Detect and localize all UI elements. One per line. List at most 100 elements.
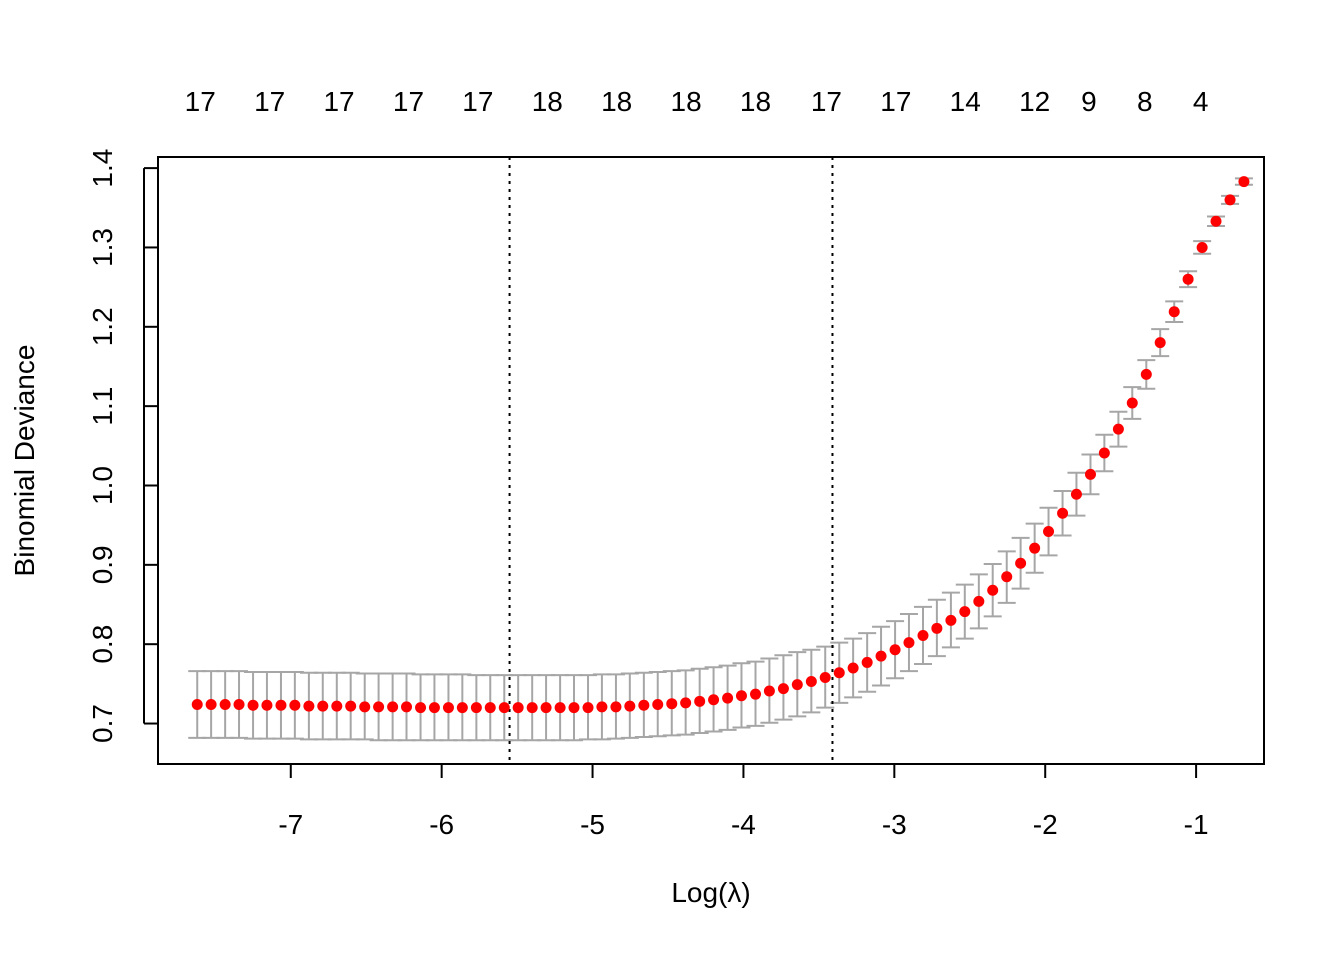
data-point	[205, 698, 217, 710]
y-tick-label: 1.4	[87, 149, 118, 188]
data-point	[680, 697, 692, 709]
top-axis: 17 17 17 17 17 18 18 18 18 17 17 14 12 9 8 4	[185, 86, 1209, 117]
top-axis-label: 17	[811, 86, 842, 117]
top-axis-label: 18	[671, 86, 702, 117]
data-point	[694, 695, 706, 707]
data-point	[1196, 241, 1208, 253]
data-point	[498, 702, 510, 714]
top-axis-label: 18	[740, 86, 771, 117]
y-tick-label: 0.8	[87, 625, 118, 664]
data-point	[805, 675, 817, 687]
data-point	[1210, 215, 1222, 227]
y-tick-label: 1.1	[87, 387, 118, 426]
data-point	[484, 702, 496, 714]
data-point	[624, 700, 636, 712]
data-point	[261, 699, 273, 711]
data-point	[1029, 542, 1041, 554]
data-point	[1112, 423, 1124, 435]
data-point	[722, 692, 734, 704]
data-point	[387, 701, 399, 713]
x-tick-label: -4	[731, 809, 756, 840]
data-point	[1001, 571, 1013, 583]
data-point	[1140, 368, 1152, 380]
top-axis-label: 17	[393, 86, 424, 117]
top-axis-label: 17	[185, 86, 216, 117]
data-point	[610, 701, 622, 713]
data-point	[889, 644, 901, 656]
data-point	[1057, 507, 1069, 519]
x-tick-label: -2	[1033, 809, 1058, 840]
top-axis-label: 17	[323, 86, 354, 117]
data-point	[1238, 176, 1250, 188]
data-point	[945, 614, 957, 626]
data-point	[959, 606, 971, 618]
data-point	[512, 702, 524, 714]
x-axis: -7 -6 -5 -4 -3 -2 -1	[278, 764, 1209, 840]
y-tick-label: 1.0	[87, 466, 118, 505]
data-point	[652, 698, 664, 710]
y-tick-label: 0.9	[87, 545, 118, 584]
x-tick-label: -3	[882, 809, 907, 840]
data-point	[791, 679, 803, 691]
top-axis-label: 4	[1193, 86, 1209, 117]
data-point	[456, 702, 468, 714]
data-point	[750, 688, 762, 700]
data-point	[638, 699, 650, 711]
data-point	[596, 701, 608, 713]
data-point	[847, 662, 859, 674]
data-point	[777, 683, 789, 695]
top-axis-label: 18	[532, 86, 563, 117]
data-point	[708, 694, 720, 706]
data-point	[415, 702, 427, 714]
data-point	[401, 701, 413, 713]
data-point	[191, 698, 203, 710]
data-point	[275, 699, 287, 711]
data-point	[763, 685, 775, 697]
y-axis: 0.7 0.8 0.9 1.0 1.1 1.2 1.3 1.4	[87, 149, 158, 743]
data-point	[554, 702, 566, 714]
data-point	[833, 667, 845, 679]
top-axis-label: 17	[880, 86, 911, 117]
data-point	[666, 698, 678, 710]
y-axis-title: Binomial Deviance	[9, 345, 40, 577]
errorbar-layer	[188, 177, 1253, 742]
data-point	[233, 698, 245, 710]
data-point	[442, 702, 454, 714]
top-axis-label: 18	[601, 86, 632, 117]
data-point	[373, 701, 385, 713]
data-point	[1015, 557, 1027, 569]
y-tick-label: 1.3	[87, 228, 118, 267]
top-axis-label: 14	[950, 86, 981, 117]
x-tick-label: -1	[1184, 809, 1209, 840]
x-tick-label: -6	[429, 809, 454, 840]
data-point	[1084, 468, 1096, 480]
data-point	[470, 702, 482, 714]
data-point	[540, 702, 552, 714]
x-tick-label: -5	[580, 809, 605, 840]
data-point	[526, 702, 538, 714]
x-axis-title: Log(λ)	[671, 877, 750, 908]
data-point	[289, 699, 301, 711]
data-point	[219, 698, 231, 710]
data-point	[428, 702, 440, 714]
data-point	[582, 702, 594, 714]
data-point	[735, 690, 747, 702]
data-point	[1098, 447, 1110, 459]
y-tick-label: 1.2	[87, 307, 118, 346]
data-point	[359, 701, 371, 713]
data-point	[345, 700, 357, 712]
data-point	[568, 702, 580, 714]
data-point	[819, 672, 831, 684]
plot-frame	[157, 156, 1265, 765]
data-point	[987, 584, 999, 596]
top-axis-label: 12	[1019, 86, 1050, 117]
data-point	[303, 700, 315, 712]
data-point	[1224, 194, 1236, 206]
x-tick-label: -7	[278, 809, 303, 840]
data-point	[1126, 397, 1138, 409]
y-tick-label: 0.7	[87, 704, 118, 743]
top-axis-label: 9	[1081, 86, 1097, 117]
data-point	[917, 629, 929, 641]
data-point	[931, 622, 943, 634]
